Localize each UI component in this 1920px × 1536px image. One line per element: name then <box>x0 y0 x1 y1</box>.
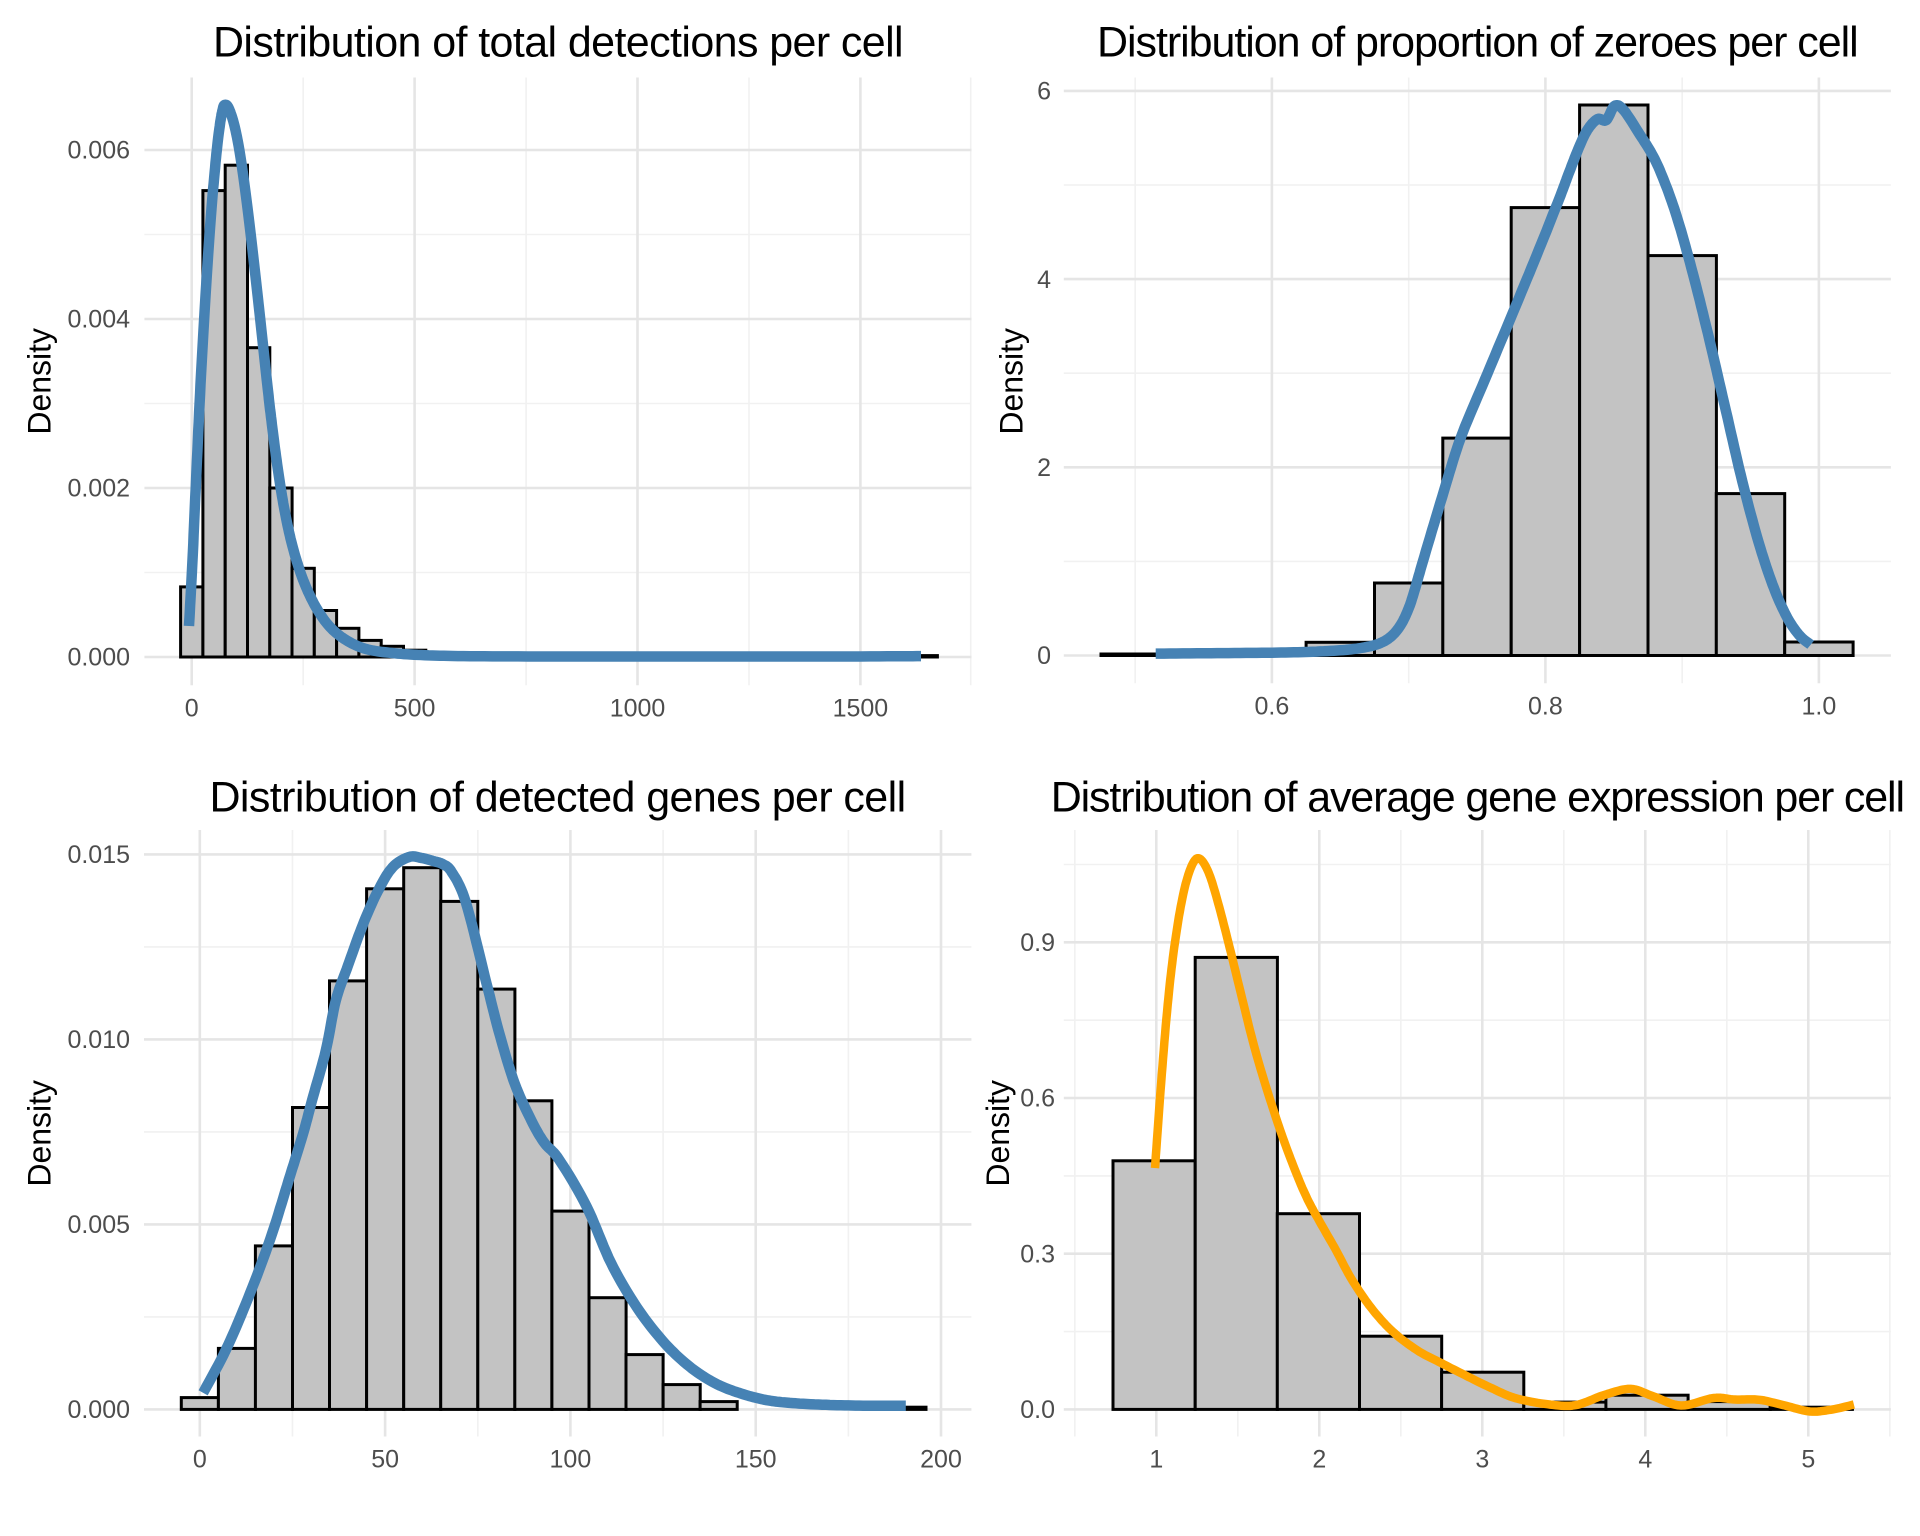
svg-text:3: 3 <box>1475 1446 1489 1474</box>
svg-text:1000: 1000 <box>610 695 666 723</box>
svg-text:Distribution of average gene e: Distribution of average gene expression … <box>1051 774 1904 822</box>
svg-text:0: 0 <box>193 1446 207 1474</box>
svg-text:2: 2 <box>1312 1446 1326 1474</box>
svg-text:0.004: 0.004 <box>67 306 130 334</box>
svg-text:200: 200 <box>920 1446 962 1474</box>
svg-text:Density: Density <box>994 328 1030 435</box>
svg-text:0.9: 0.9 <box>1020 929 1055 957</box>
svg-text:1500: 1500 <box>833 695 889 723</box>
svg-text:0.006: 0.006 <box>67 137 130 165</box>
svg-text:0.6: 0.6 <box>1020 1085 1055 1113</box>
svg-text:0.6: 0.6 <box>1255 692 1290 720</box>
svg-text:0.015: 0.015 <box>67 841 130 869</box>
svg-text:500: 500 <box>394 695 436 723</box>
svg-text:1.0: 1.0 <box>1802 692 1837 720</box>
svg-text:Density: Density <box>22 1080 58 1187</box>
svg-text:Distribution of detected genes: Distribution of detected genes per cell <box>209 774 905 822</box>
svg-text:4: 4 <box>1037 266 1051 294</box>
svg-text:2: 2 <box>1037 454 1051 482</box>
svg-text:0.005: 0.005 <box>67 1211 130 1239</box>
svg-text:50: 50 <box>371 1446 399 1474</box>
svg-text:0.000: 0.000 <box>67 644 130 672</box>
svg-text:150: 150 <box>735 1446 777 1474</box>
svg-text:0.000: 0.000 <box>67 1396 130 1424</box>
svg-text:0.8: 0.8 <box>1528 692 1563 720</box>
svg-text:Density: Density <box>22 328 58 435</box>
svg-text:1: 1 <box>1149 1446 1163 1474</box>
svg-text:0.3: 0.3 <box>1020 1240 1055 1268</box>
svg-text:Density: Density <box>980 1080 1016 1187</box>
svg-text:0.002: 0.002 <box>67 475 130 503</box>
svg-text:Distribution of proportion of: Distribution of proportion of zeroes per… <box>1097 19 1858 67</box>
svg-text:6: 6 <box>1037 78 1051 106</box>
svg-text:0.0: 0.0 <box>1020 1396 1055 1424</box>
svg-text:0: 0 <box>185 695 199 723</box>
svg-text:0: 0 <box>1037 642 1051 670</box>
svg-text:5: 5 <box>1801 1446 1815 1474</box>
svg-text:4: 4 <box>1638 1446 1652 1474</box>
svg-text:0.010: 0.010 <box>67 1026 130 1054</box>
svg-text:Distribution of total detectio: Distribution of total detections per cel… <box>213 19 903 67</box>
svg-text:100: 100 <box>550 1446 592 1474</box>
